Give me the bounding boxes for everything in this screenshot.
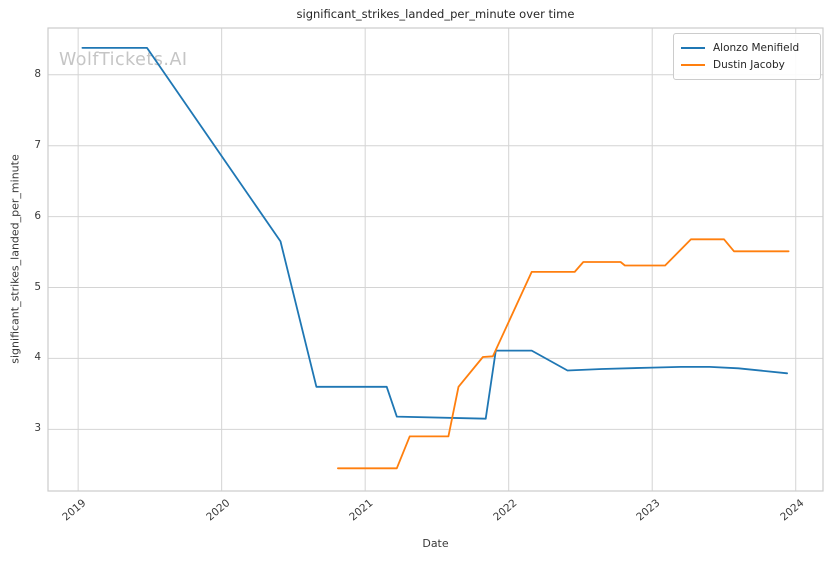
chart-title: significant_strikes_landed_per_minute ov… xyxy=(296,7,575,21)
series-line-1 xyxy=(336,238,790,470)
watermark: WolfTickets.AI xyxy=(59,50,188,70)
plot-border xyxy=(47,27,824,492)
legend-line-swatch-orange xyxy=(681,63,705,66)
legend-line-swatch-blue xyxy=(681,46,705,49)
y-axis-label: significant_strikes_landed_per_minute xyxy=(8,154,22,364)
legend-label: Alonzo Menifield xyxy=(713,41,800,54)
series-line-0 xyxy=(81,47,788,420)
y-tick-label: 5 xyxy=(34,280,41,293)
y-tick-label: 4 xyxy=(34,351,41,364)
y-tick-label: 6 xyxy=(34,209,41,222)
x-axis-label: Date xyxy=(422,537,449,550)
y-tick-label: 8 xyxy=(34,67,41,80)
legend-item-dustin-jacoby: Dustin Jacoby xyxy=(681,56,811,73)
y-tick-label: 7 xyxy=(34,138,41,151)
y-tick-label: 3 xyxy=(34,422,41,435)
legend-item-alonzo-menifield: Alonzo Menifield xyxy=(681,39,811,56)
legend: Alonzo Menifield Dustin Jacoby xyxy=(673,33,821,80)
legend-label: Dustin Jacoby xyxy=(713,58,785,71)
